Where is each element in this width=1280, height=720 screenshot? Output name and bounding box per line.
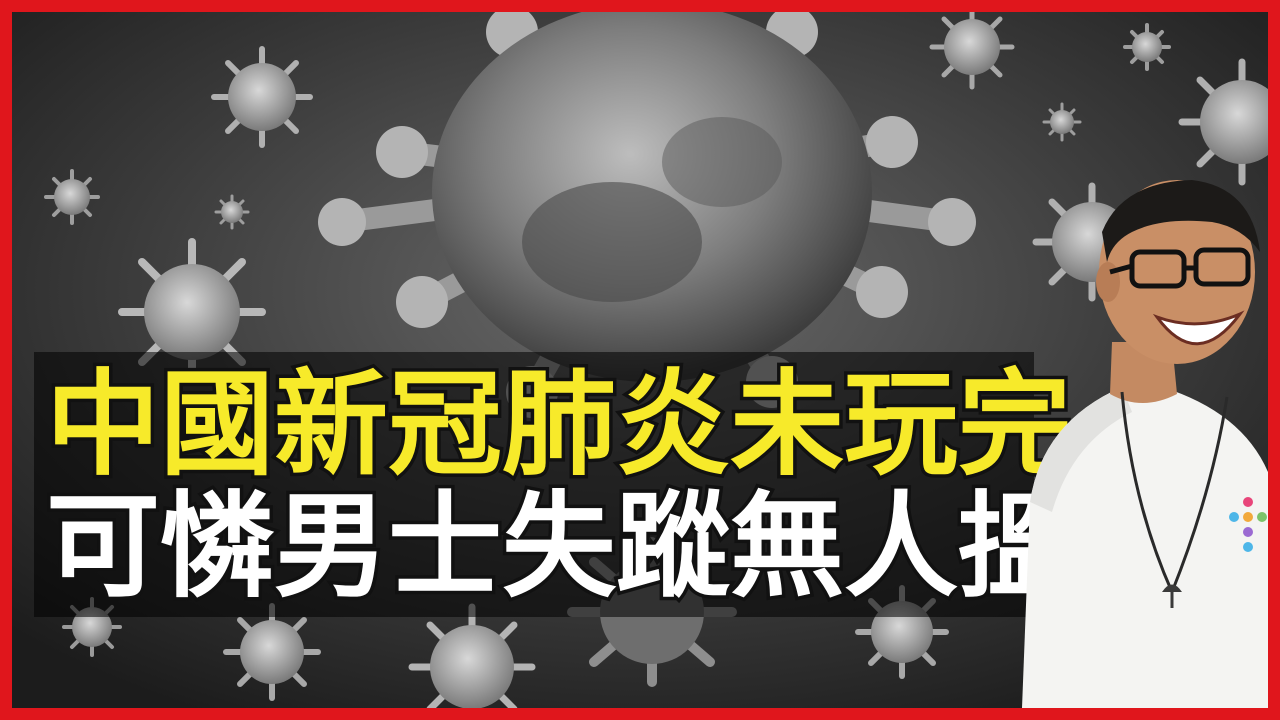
small-virus-icon bbox=[223, 603, 321, 701]
title-line-2: 可憐男士失蹤無人搵 bbox=[42, 480, 1075, 613]
small-virus-icon bbox=[44, 169, 100, 225]
small-virus-icon bbox=[1123, 23, 1171, 71]
title-line-1: 中國新冠肺炎未玩完 bbox=[42, 358, 1075, 491]
small-virus-icon bbox=[408, 603, 536, 708]
large-virus-icon bbox=[318, 12, 976, 418]
small-virus-icon bbox=[211, 46, 313, 148]
small-virus-icon bbox=[1042, 102, 1082, 142]
title-backdrop bbox=[34, 352, 1034, 617]
small-virus-icon bbox=[214, 194, 250, 230]
smiling-man-photo bbox=[1022, 180, 1268, 708]
small-virus-icon bbox=[1178, 58, 1268, 186]
small-virus-icon bbox=[929, 12, 1015, 90]
small-virus-icon bbox=[118, 238, 266, 386]
